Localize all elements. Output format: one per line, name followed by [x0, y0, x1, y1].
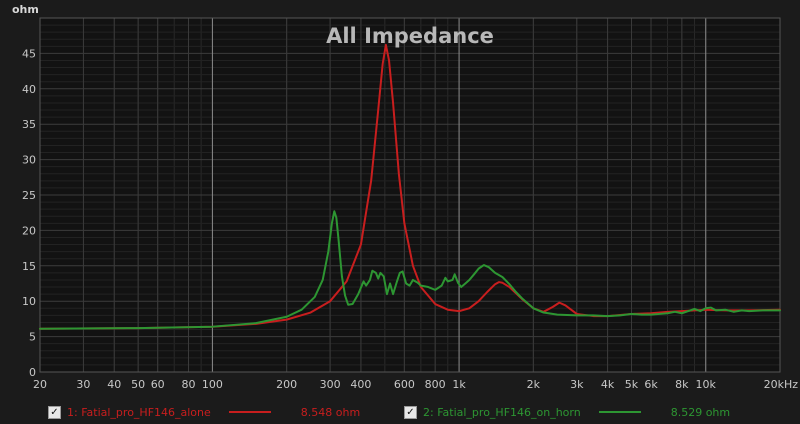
y-tick-label: 0 [29, 366, 36, 379]
x-tick-label: 1k [452, 378, 466, 391]
legend-1-swatch [228, 411, 271, 413]
legend-2-label: 2: Fatial_pro_HF146_on_horn [423, 405, 581, 419]
x-tick-label: 200 [276, 378, 297, 391]
major-gridlines [39, 17, 781, 373]
x-tick-label: 60 [151, 378, 165, 391]
series-lines [39, 43, 781, 330]
x-tick-label: 600 [394, 378, 415, 391]
legend-1-checkbox[interactable]: ✓ [48, 405, 61, 419]
y-tick-label: 35 [22, 118, 36, 131]
x-tick-label: 20 [33, 378, 47, 391]
x-tick-label: 800 [425, 378, 446, 391]
chart-title: All Impedance [326, 24, 494, 48]
plot-border [39, 17, 781, 373]
series-line-2 [39, 210, 781, 330]
legend-2-checkbox[interactable]: ✓ [404, 405, 417, 419]
legend-entry-1: ✓ 1: Fatial_pro_HF146_alone 8.548 ohm [48, 402, 360, 422]
y-tick-label: 30 [22, 154, 36, 167]
x-tick-label: 10k [696, 378, 717, 391]
legend-1-readout: 8.548 ohm [300, 405, 361, 419]
x-tick-label: 100 [202, 378, 223, 391]
x-tick-label: 2k [527, 378, 541, 391]
x-tick-label: 3k [570, 378, 584, 391]
y-tick-label: 5 [29, 331, 36, 344]
x-tick-label: 300 [320, 378, 341, 391]
y-tick-label: 45 [22, 47, 36, 60]
legend-2-swatch [598, 411, 641, 413]
legend-entry-2: ✓ 2: Fatial_pro_HF146_on_horn 8.529 ohm [404, 402, 730, 422]
y-tick-label: 20 [22, 224, 36, 237]
x-tick-label: 4k [601, 378, 615, 391]
y-tick-label: 15 [22, 260, 36, 273]
x-tick-label: 6k [644, 378, 658, 391]
y-tick-label: 40 [22, 83, 36, 96]
y-tick-label: 25 [22, 189, 36, 202]
legend-2-readout: 8.529 ohm [670, 405, 731, 419]
x-tick-label: 8k [675, 378, 689, 391]
y-axis-label: ohm [12, 3, 39, 16]
y-tick-label: 10 [22, 295, 36, 308]
x-tick-label: 30 [76, 378, 90, 391]
x-tick-label: 80 [182, 378, 196, 391]
x-tick-label: 40 [107, 378, 121, 391]
legend-1-label: 1: Fatial_pro_HF146_alone [67, 405, 211, 419]
x-tick-label: 5k [625, 378, 639, 391]
x-tick-label: 20kHz [764, 378, 799, 391]
x-tick-label: 400 [350, 378, 371, 391]
y-tick-labels: 0 5 10 15 20 25 30 35 40 45 [22, 47, 36, 379]
x-tick-labels: 20 30 40 50 60 80 100 200 300 400 600 800 1k 2k 3k 4k 5k… [33, 378, 798, 391]
x-tick-label: 50 [131, 378, 145, 391]
